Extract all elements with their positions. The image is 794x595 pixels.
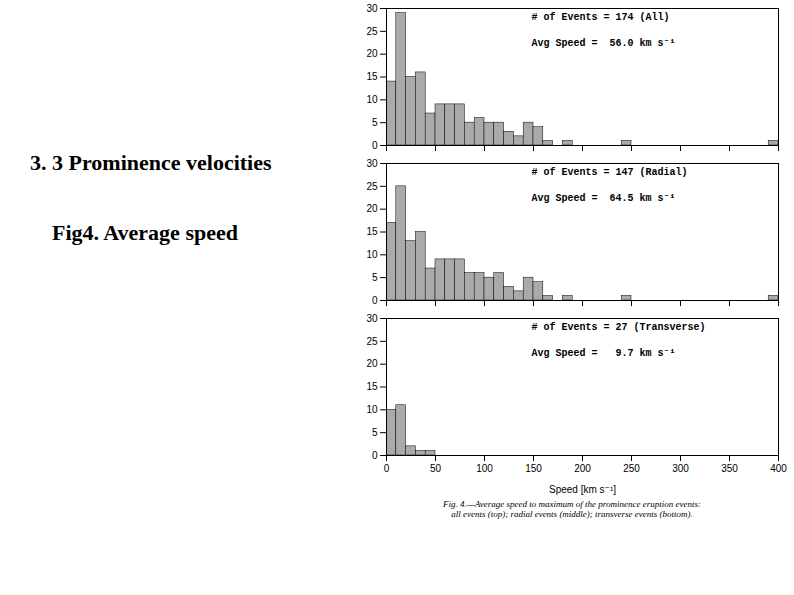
svg-text:10: 10: [366, 94, 378, 105]
svg-text:300: 300: [672, 463, 689, 474]
svg-text:Avg Speed = 64.5 km s⁻¹: Avg Speed = 64.5 km s⁻¹: [532, 193, 676, 204]
svg-text:5: 5: [372, 272, 378, 283]
svg-text:0: 0: [372, 295, 378, 306]
svg-text:5: 5: [372, 117, 378, 128]
svg-text:Speed [km s⁻¹]: Speed [km s⁻¹]: [549, 484, 616, 495]
svg-text:20: 20: [366, 48, 378, 59]
svg-text:20: 20: [366, 358, 378, 369]
svg-text:25: 25: [366, 336, 378, 347]
svg-text:250: 250: [623, 463, 640, 474]
svg-text:0: 0: [372, 450, 378, 461]
svg-text:50: 50: [430, 463, 442, 474]
svg-text:25: 25: [366, 26, 378, 37]
svg-text:0: 0: [372, 140, 378, 151]
svg-text:30: 30: [366, 158, 378, 169]
svg-text:30: 30: [366, 3, 378, 14]
html-text:Fig4. Average speed: Fig4. Average speed: [30, 220, 238, 245]
svg-text:100: 100: [476, 463, 493, 474]
svg-text:15: 15: [366, 71, 378, 82]
svg-text:Avg Speed = 9.7 km s⁻¹: Avg Speed = 9.7 km s⁻¹: [532, 348, 676, 359]
svg-text:30: 30: [366, 313, 378, 324]
svg-text:15: 15: [366, 226, 378, 237]
svg-text:400: 400: [770, 463, 787, 474]
svg-text:20: 20: [366, 203, 378, 214]
svg-text:200: 200: [574, 463, 591, 474]
svg-text:10: 10: [366, 404, 378, 415]
svg-text:15: 15: [366, 381, 378, 392]
svg-text:5: 5: [372, 427, 378, 438]
svg-text:# of Events = 147 (Radial): # of Events = 147 (Radial): [532, 167, 688, 178]
svg-text:# of Events = 27 (Transverse): # of Events = 27 (Transverse): [532, 322, 706, 333]
html-text:3. 3 Prominence velocities: 3. 3 Prominence velocities: [30, 150, 272, 175]
html-text:Fig. 4.—Average speed to maxim: Fig. 4.—Average speed to maximum of the …: [443, 499, 701, 519]
svg-text:Avg Speed = 56.0 km s⁻¹: Avg Speed = 56.0 km s⁻¹: [532, 38, 676, 49]
svg-text:10: 10: [366, 249, 378, 260]
svg-text:0: 0: [384, 463, 390, 474]
svg-text:150: 150: [525, 463, 542, 474]
svg-text:# of Events = 174 (All): # of Events = 174 (All): [532, 12, 670, 23]
svg-text:25: 25: [366, 181, 378, 192]
svg-text:350: 350: [721, 463, 738, 474]
